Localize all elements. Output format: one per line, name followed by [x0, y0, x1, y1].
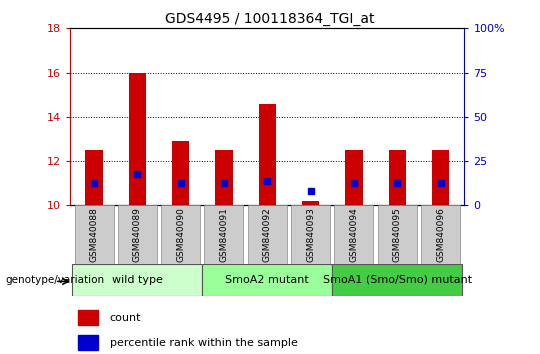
Text: GSM840092: GSM840092	[263, 207, 272, 262]
Bar	[259, 104, 276, 205]
Bar	[432, 150, 449, 205]
Text: wild type: wild type	[112, 275, 163, 285]
Bar	[205, 205, 244, 264]
Bar	[334, 205, 374, 264]
Bar	[72, 264, 202, 296]
Text: GSM840090: GSM840090	[176, 207, 185, 262]
Text: GSM840091: GSM840091	[219, 207, 228, 262]
Text: SmoA1 (Smo/Smo) mutant: SmoA1 (Smo/Smo) mutant	[323, 275, 472, 285]
Text: GSM840096: GSM840096	[436, 207, 445, 262]
Bar	[389, 150, 406, 205]
Bar	[78, 335, 98, 350]
Bar	[345, 150, 362, 205]
Bar	[378, 205, 417, 264]
Bar	[118, 205, 157, 264]
Bar	[172, 141, 190, 205]
Bar	[75, 205, 113, 264]
Text: GSM840094: GSM840094	[349, 207, 359, 262]
Text: GSM840095: GSM840095	[393, 207, 402, 262]
Bar	[302, 201, 319, 205]
Bar	[332, 264, 462, 296]
Text: SmoA2 mutant: SmoA2 mutant	[225, 275, 309, 285]
Text: genotype/variation: genotype/variation	[5, 275, 105, 285]
Text: percentile rank within the sample: percentile rank within the sample	[110, 338, 298, 348]
Text: GDS4495 / 100118364_TGI_at: GDS4495 / 100118364_TGI_at	[165, 12, 375, 27]
Bar	[78, 310, 98, 325]
Bar	[215, 150, 233, 205]
Bar	[161, 205, 200, 264]
Text: count: count	[110, 313, 141, 323]
Bar	[248, 205, 287, 264]
Text: GSM840089: GSM840089	[133, 207, 142, 262]
Bar	[291, 205, 330, 264]
Bar	[129, 73, 146, 205]
Bar	[202, 264, 332, 296]
Text: GSM840088: GSM840088	[90, 207, 98, 262]
Text: GSM840093: GSM840093	[306, 207, 315, 262]
Bar	[421, 205, 460, 264]
Bar	[85, 150, 103, 205]
